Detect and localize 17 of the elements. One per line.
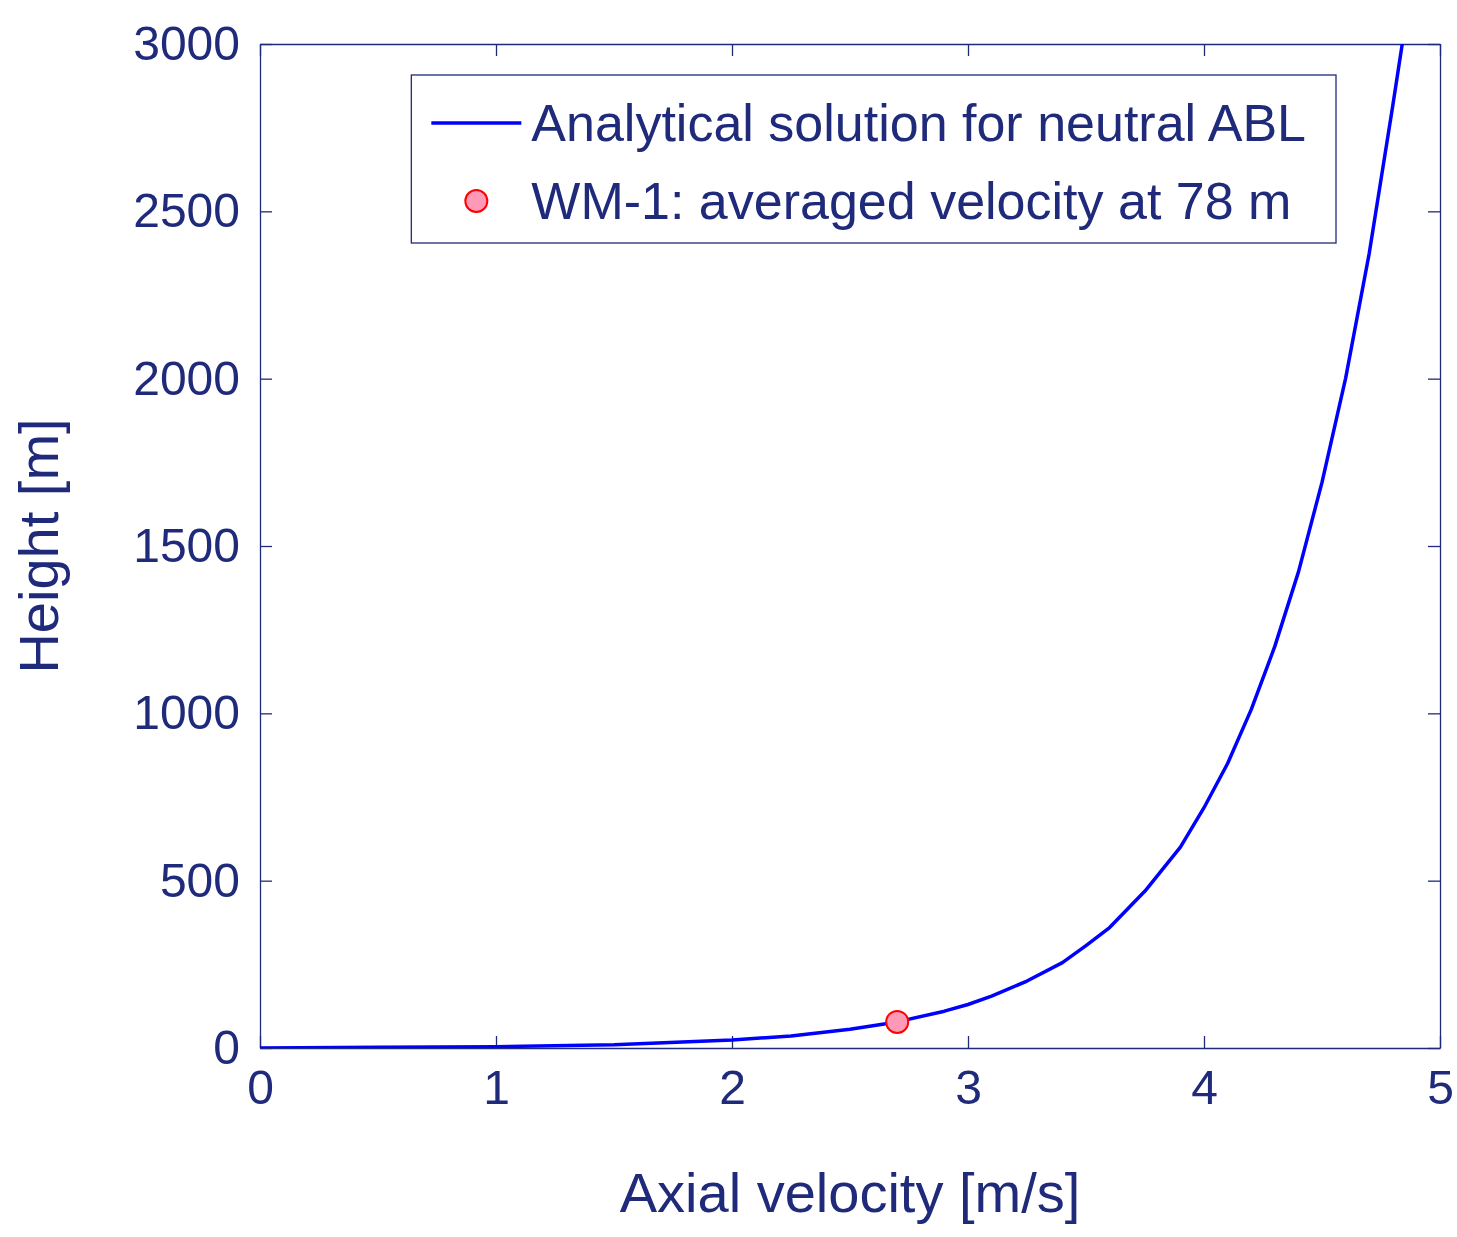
y-tick-label: 500 — [159, 853, 240, 907]
y-tick-label: 0 — [213, 1020, 240, 1074]
legend-label: Analytical solution for neutral ABL — [531, 94, 1306, 152]
y-tick-label: 2000 — [133, 351, 240, 405]
y-tick-label: 2500 — [133, 184, 240, 238]
x-tick-label: 4 — [1191, 1061, 1218, 1115]
y-tick-label: 3000 — [133, 16, 240, 70]
x-tick-label: 2 — [719, 1061, 746, 1115]
x-tick-label: 3 — [955, 1061, 982, 1115]
y-axis-title: Height [m] — [7, 418, 70, 674]
x-tick-label: 1 — [483, 1061, 510, 1115]
x-tick-label: 5 — [1427, 1061, 1454, 1115]
legend-label: WM-1: averaged velocity at 78 m — [531, 172, 1292, 230]
x-axis-title: Axial velocity [m/s] — [619, 1161, 1081, 1224]
y-tick-label: 1000 — [133, 686, 240, 740]
x-tick-label: 0 — [247, 1061, 274, 1115]
y-tick-label: 1500 — [133, 518, 240, 572]
